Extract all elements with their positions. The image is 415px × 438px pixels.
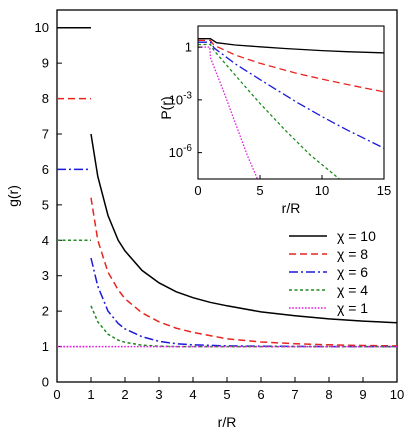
main-x-axis-title: r/R xyxy=(218,414,237,430)
inset-y-tick-exponent: -3 xyxy=(183,90,192,101)
main-x-tick-label: 4 xyxy=(189,387,196,402)
main-series-line xyxy=(90,133,398,324)
main-y-tick-label: 6 xyxy=(42,162,49,177)
inset-y-axis-title: P(r) xyxy=(158,96,174,119)
inset-x-tick-label: 15 xyxy=(377,183,391,198)
inset-series-group xyxy=(198,38,385,180)
inset-y-tick-label: 10-3 xyxy=(169,90,193,107)
main-x-tick-label: 10 xyxy=(390,387,404,402)
inset-y-tick-label: 1 xyxy=(185,40,192,55)
inset-x-axis-title: r/R xyxy=(282,200,301,216)
legend-label: χ = 6 xyxy=(337,264,368,280)
inset-y-tick-base: 10 xyxy=(169,92,183,107)
main-series-line xyxy=(90,197,398,347)
inset-plot-frame xyxy=(197,25,385,180)
main-y-axis-title: g(r) xyxy=(5,185,21,207)
inset-y-tick-label: 10-6 xyxy=(169,143,193,160)
inset-series-line xyxy=(198,38,385,54)
main-y-tick-label: 7 xyxy=(42,127,49,142)
main-x-tick-label: 3 xyxy=(155,387,162,402)
inset-x-tick-label: 10 xyxy=(315,183,329,198)
legend-label: χ = 10 xyxy=(337,228,376,244)
main-x-tick-label: 0 xyxy=(53,387,60,402)
inset-y-tick-base: 10 xyxy=(169,145,183,160)
main-y-tick-label: 5 xyxy=(42,197,49,212)
main-x-tick-label: 7 xyxy=(291,387,298,402)
main-series-line xyxy=(90,257,397,348)
main-series-group xyxy=(57,26,398,348)
inset-y-tick-exponent: -6 xyxy=(183,143,192,154)
inset-x-tick-label: 5 xyxy=(256,183,263,198)
main-x-tick-label: 5 xyxy=(223,387,230,402)
inset-x-tick-label: 0 xyxy=(194,183,201,198)
legend-label: χ = 1 xyxy=(337,300,368,316)
inset-series-line xyxy=(198,41,385,149)
inset-series-line xyxy=(198,43,340,180)
main-y-tick-label: 8 xyxy=(42,91,49,106)
main-x-tick-label: 9 xyxy=(359,387,366,402)
main-x-tick-label: 6 xyxy=(257,387,264,402)
legend-label: χ = 8 xyxy=(337,246,368,262)
main-y-tick-label: 3 xyxy=(42,268,49,283)
main-x-tick-label: 2 xyxy=(121,387,128,402)
main-y-tick-label: 9 xyxy=(42,56,49,71)
main-y-tick-label: 2 xyxy=(42,304,49,319)
main-y-tick-label: 1 xyxy=(42,339,49,354)
main-x-tick-label: 1 xyxy=(87,387,94,402)
main-y-tick-label: 10 xyxy=(35,20,49,35)
legend-label: χ = 4 xyxy=(337,282,368,298)
main-x-tick-label: 8 xyxy=(325,387,332,402)
legend: χ = 10 χ = 8 χ = 6 χ = 4 χ = 1 xyxy=(289,228,376,316)
inset-series-line xyxy=(198,39,385,93)
main-y-tick-label: 0 xyxy=(42,375,49,390)
main-y-tick-label: 4 xyxy=(42,233,49,248)
